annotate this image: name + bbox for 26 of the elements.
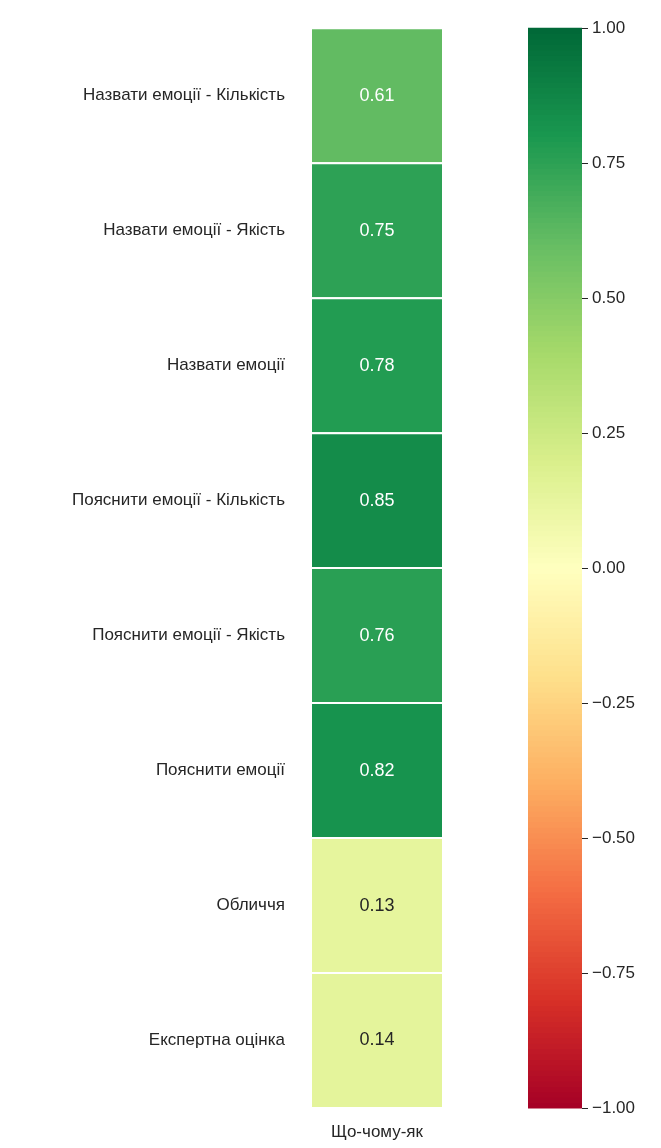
y-tick-label: Пояснити емоції - Кількість	[71, 490, 286, 510]
color-bar-label: 0.50	[592, 287, 626, 307]
y-tick-label: Назвати емоції	[166, 355, 286, 375]
color-bar-label: 0.25	[592, 422, 626, 442]
y-tick-label: Назвати емоції - Кількість	[82, 85, 286, 105]
data-label: 0.82	[359, 759, 395, 780]
y-tick-label: Пояснити емоції	[155, 760, 286, 780]
x-tick-label: Що-чому-як	[330, 1121, 424, 1141]
y-tick-label: Обличчя	[216, 895, 285, 915]
color-bar-label: −0.25	[592, 692, 636, 712]
data-label: 0.85	[359, 489, 395, 510]
color-bar-label: 0.00	[592, 557, 626, 577]
color-bar-label: −0.50	[592, 827, 636, 847]
data-label: 0.78	[359, 354, 395, 375]
y-tick-label: Пояснити емоції - Якість	[92, 625, 286, 645]
data-label: 0.14	[359, 1029, 395, 1050]
data-label: 0.75	[359, 219, 395, 240]
data-label: 0.61	[359, 84, 395, 105]
y-tick-label: Експертна оцінка	[148, 1030, 286, 1050]
y-tick-label: Назвати емоції - Якість	[103, 220, 286, 240]
data-label: 0.13	[359, 894, 395, 915]
data-label: 0.76	[359, 624, 395, 645]
color-bar-label: 0.75	[592, 152, 626, 172]
color-bar-label: 1.00	[592, 17, 626, 37]
color-bar-label: −1.00	[592, 1097, 636, 1117]
color-bar-label: −0.75	[592, 962, 636, 982]
